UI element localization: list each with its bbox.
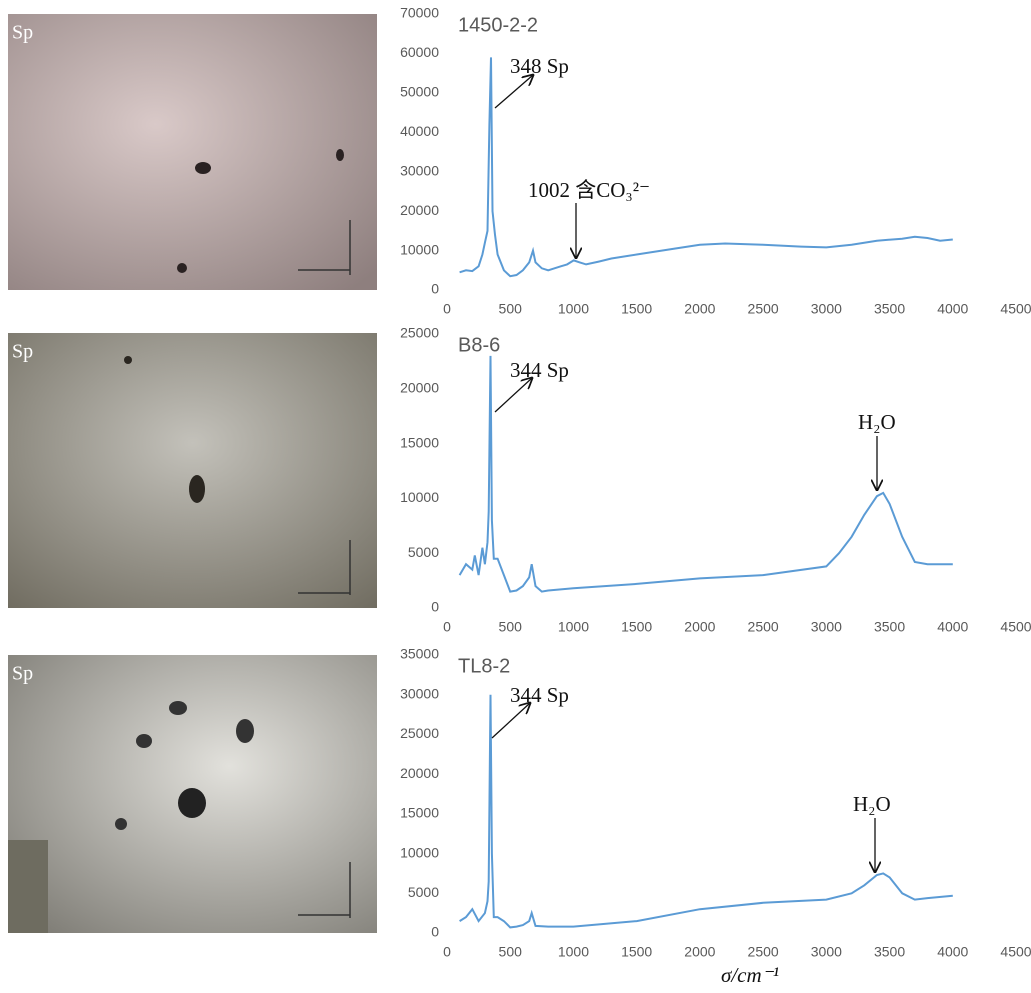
annotation-arrow: [495, 378, 532, 412]
x-tick-label: 4000: [937, 301, 968, 317]
figure: Sp01000020000300004000050000600007000005…: [0, 0, 1031, 988]
x-tick-label: 1000: [558, 944, 589, 960]
x-tick-label: 1000: [558, 301, 589, 317]
y-tick-label: 5000: [408, 884, 439, 900]
y-tick-label: 50000: [400, 84, 439, 100]
x-tick-label: 3500: [874, 944, 905, 960]
x-tick-label: 1500: [621, 301, 652, 317]
y-tick-label: 20000: [400, 380, 439, 396]
x-tick-label: 4500: [1000, 619, 1031, 635]
annotation-arrow: [495, 75, 533, 108]
y-tick-label: 15000: [400, 434, 439, 450]
image-label: Sp: [12, 663, 33, 685]
x-tick-label: 3000: [811, 301, 842, 317]
y-tick-label: 0: [431, 599, 439, 615]
annotation: 1002 含CO₃²⁻: [528, 178, 650, 202]
y-tick-label: 0: [431, 924, 439, 940]
annotation: 344 Sp: [510, 358, 569, 382]
chart-title: 1450-2-2: [458, 14, 538, 36]
x-tick-label: 4500: [1000, 301, 1031, 317]
y-tick-label: 15000: [400, 805, 439, 821]
y-tick-label: 0: [431, 281, 439, 297]
x-tick-label: 3000: [811, 944, 842, 960]
y-tick-label: 10000: [400, 489, 439, 505]
annotation: 348 Sp: [510, 54, 569, 78]
y-tick-label: 30000: [400, 685, 439, 701]
x-tick-label: 3500: [874, 301, 905, 317]
x-tick-label: 2000: [684, 944, 715, 960]
spectrum-line: [460, 356, 953, 592]
chart-title: B8-6: [458, 334, 500, 356]
x-tick-label: 2000: [684, 619, 715, 635]
x-tick-label: 2500: [748, 619, 779, 635]
y-tick-label: 40000: [400, 123, 439, 139]
x-axis-label: σ/cm⁻¹: [721, 963, 779, 987]
annotation: H₂O: [853, 792, 891, 816]
x-tick-label: 1500: [621, 619, 652, 635]
y-tick-label: 5000: [408, 544, 439, 560]
annotation-arrow: [492, 703, 530, 738]
x-tick-label: 500: [499, 619, 523, 635]
x-tick-label: 1500: [621, 944, 652, 960]
x-tick-label: 2500: [748, 944, 779, 960]
x-tick-label: 4000: [937, 619, 968, 635]
x-tick-label: 0: [443, 619, 451, 635]
x-tick-label: 4500: [1000, 944, 1031, 960]
y-tick-label: 20000: [400, 765, 439, 781]
x-tick-label: 3000: [811, 619, 842, 635]
chart-title: TL8-2: [458, 655, 510, 677]
x-tick-label: 2000: [684, 301, 715, 317]
micrograph: [8, 14, 377, 933]
y-tick-label: 25000: [400, 725, 439, 741]
image-label: Sp: [12, 341, 33, 363]
x-tick-label: 0: [443, 301, 451, 317]
x-tick-label: 2500: [748, 301, 779, 317]
image-label: Sp: [12, 22, 33, 44]
y-tick-label: 70000: [400, 5, 439, 21]
x-tick-label: 0: [443, 944, 451, 960]
y-tick-label: 25000: [400, 325, 439, 341]
y-tick-label: 10000: [400, 241, 439, 257]
y-tick-label: 10000: [400, 844, 439, 860]
annotation: H₂O: [858, 410, 896, 434]
y-tick-label: 30000: [400, 162, 439, 178]
spectrum-line: [460, 57, 953, 276]
x-tick-label: 4000: [937, 944, 968, 960]
x-tick-label: 500: [499, 301, 523, 317]
x-tick-label: 1000: [558, 619, 589, 635]
annotation: 344 Sp: [510, 683, 569, 707]
x-tick-label: 3500: [874, 619, 905, 635]
x-tick-label: 500: [499, 944, 523, 960]
y-tick-label: 20000: [400, 202, 439, 218]
y-tick-label: 35000: [400, 646, 439, 662]
y-tick-label: 60000: [400, 44, 439, 60]
